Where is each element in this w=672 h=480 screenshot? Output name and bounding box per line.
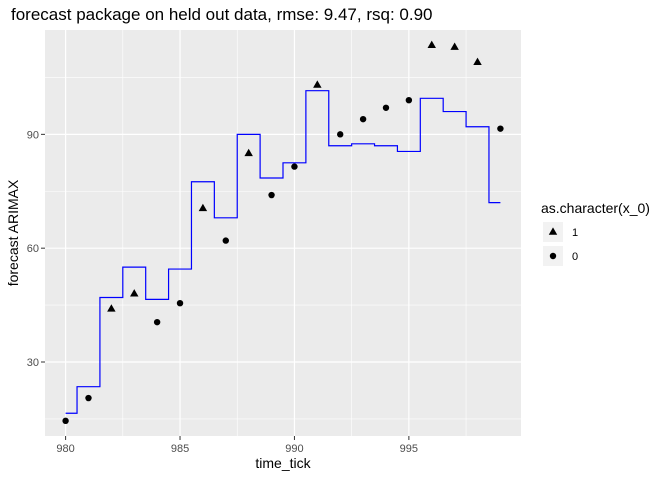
data-point-circle — [405, 96, 413, 104]
minor-gridlines — [45, 30, 521, 436]
forecast-step-line — [65, 90, 501, 414]
data-point-circle — [153, 318, 161, 326]
data-point-circle — [291, 163, 298, 170]
legend: as.character(x_0) 10 — [541, 200, 650, 266]
data-point-circle — [382, 104, 390, 111]
data-point-circle — [85, 394, 92, 402]
legend-title: as.character(x_0) — [541, 200, 650, 216]
data-point-triangle — [244, 148, 253, 157]
data-point-triangle — [107, 304, 116, 312]
tick-labels: 980 985 990 995 30 60 90 — [27, 129, 418, 455]
legend-label: 1 — [572, 227, 578, 239]
x-tick-label: 985 — [171, 443, 189, 455]
data-point-circle — [268, 191, 275, 199]
legend-label: 0 — [572, 251, 578, 263]
data-point-triangle — [198, 203, 208, 212]
axis-ticks — [41, 133, 410, 440]
data-point-triangle — [427, 40, 436, 48]
data-point-circle — [497, 125, 504, 132]
x-tick-label: 980 — [56, 443, 74, 455]
legend-triangle-icon — [548, 227, 558, 235]
legend-entries: 10 — [543, 222, 578, 266]
data-point-circle — [359, 115, 367, 123]
data-point-triangle — [450, 42, 459, 50]
y-tick-label: 90 — [27, 129, 39, 141]
x-tick-label: 990 — [285, 443, 303, 455]
x-tick-label: 995 — [400, 443, 418, 455]
data-point-triangle — [130, 289, 139, 297]
x-axis-title: time_tick — [255, 455, 311, 471]
data-point-circle — [62, 417, 69, 425]
y-tick-label: 30 — [27, 357, 39, 369]
observed-points — [62, 40, 504, 425]
chart-title: forecast package on held out data, rmse:… — [11, 5, 432, 24]
legend-circle-icon — [549, 252, 557, 260]
data-point-circle — [176, 299, 184, 307]
data-point-triangle — [313, 80, 322, 88]
data-point-circle — [337, 131, 344, 138]
y-axis-title: forecast ARIMAX — [5, 179, 21, 286]
y-tick-label: 60 — [27, 243, 39, 255]
data-point-circle — [222, 237, 229, 244]
data-point-triangle — [473, 57, 482, 66]
plot-panel — [45, 30, 521, 436]
